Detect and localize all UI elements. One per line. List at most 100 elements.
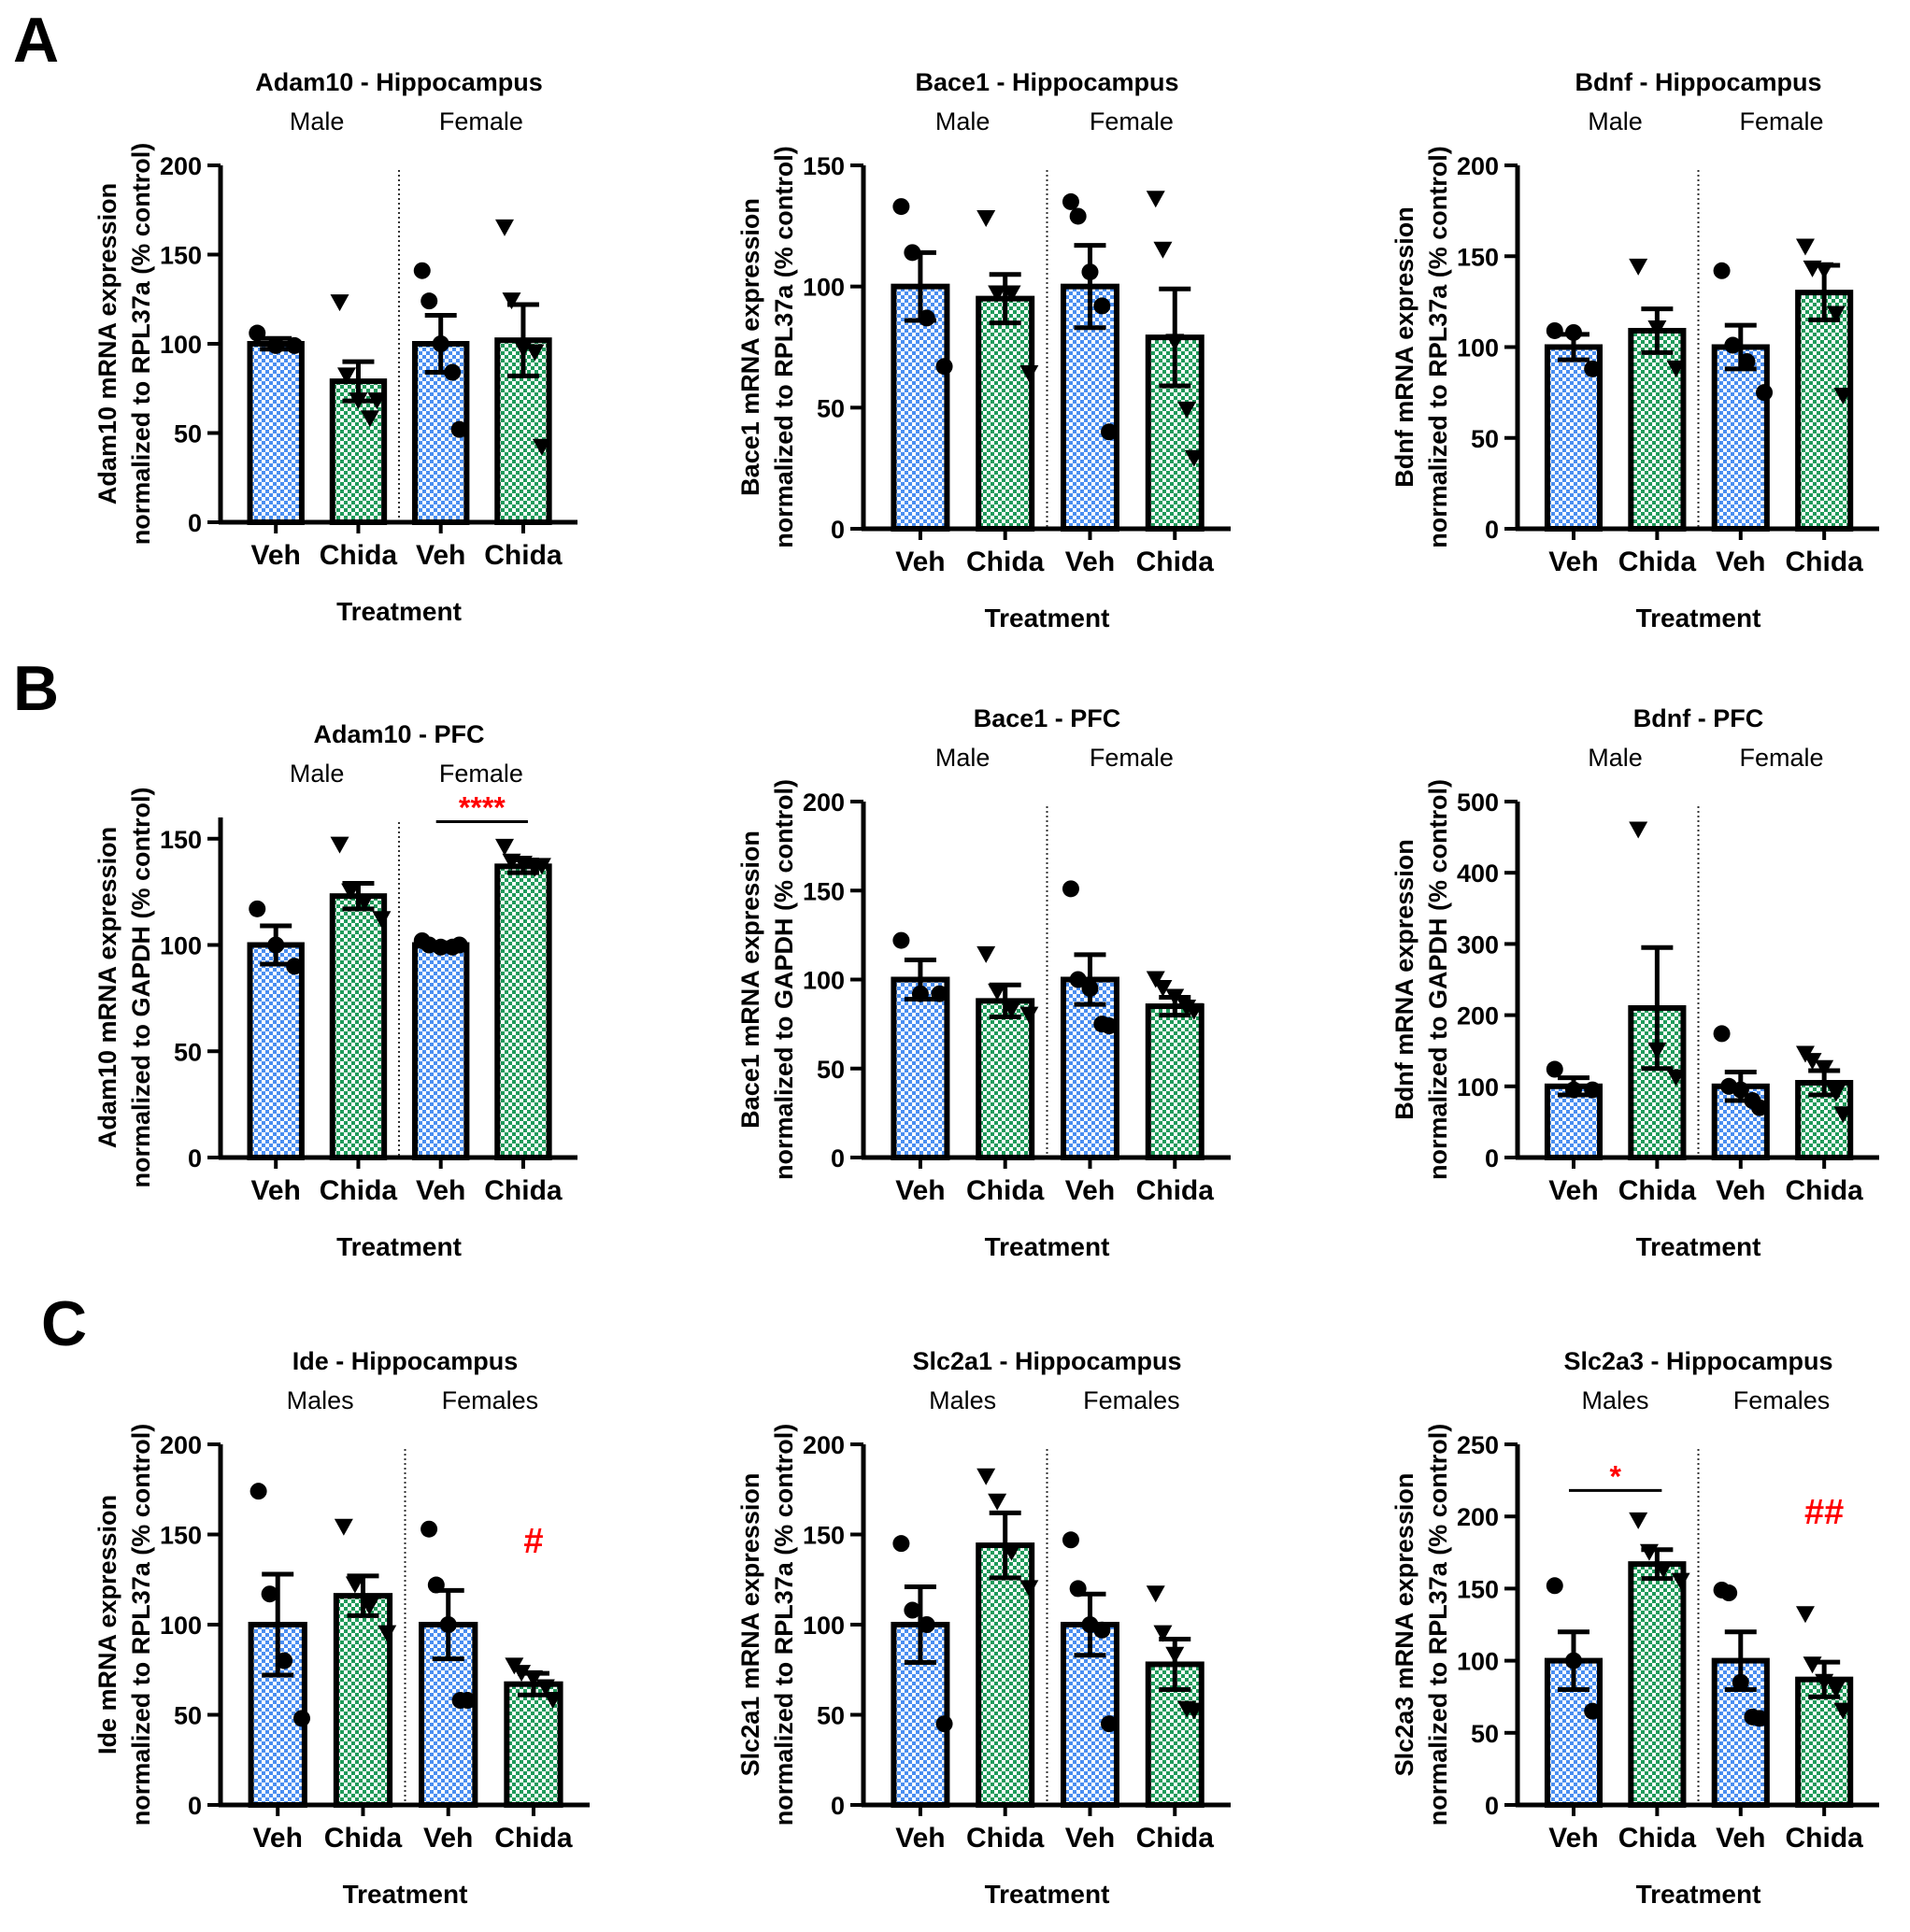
chart-panel: Adam10 - Hippocampus Adam10 mRNA expressi…	[93, 68, 577, 626]
data-point	[976, 1468, 996, 1485]
data-point	[988, 983, 1007, 1001]
group-label: Males	[1581, 1386, 1648, 1414]
y-tick-label: 250	[1457, 1431, 1499, 1459]
data-point	[1815, 262, 1834, 279]
data-point	[1826, 1681, 1846, 1698]
data-point	[1093, 1621, 1111, 1639]
data-point	[450, 420, 468, 438]
data-point	[1002, 285, 1021, 303]
significance-label: *	[1609, 1459, 1621, 1493]
data-point	[1184, 1002, 1204, 1020]
x-tick-label: Chida	[1136, 1175, 1215, 1206]
data-point	[494, 219, 514, 236]
data-point	[1629, 258, 1648, 276]
y-tick-label: 50	[174, 1038, 202, 1066]
data-point	[535, 1679, 555, 1697]
x-tick-label: Chida	[1136, 547, 1215, 577]
group-label: Females	[1733, 1386, 1831, 1414]
data-point	[1654, 1561, 1674, 1579]
data-point	[1062, 880, 1079, 898]
bar	[891, 976, 950, 1160]
chart-panel: Bdnf - Hippocampus Bdnf mRNA expression no…	[1390, 68, 1879, 632]
data-point	[988, 285, 1007, 303]
data-point	[911, 985, 929, 1002]
y-tick-label: 100	[160, 331, 202, 359]
bar	[1795, 290, 1854, 532]
data-point	[1019, 1580, 1039, 1598]
panel-letter-b: B	[13, 653, 59, 724]
chart-panel: Ide - Hippocampus Ide mRNA expression norm…	[93, 1347, 590, 1909]
bar	[247, 942, 305, 1160]
chart-title: Bace1 - PFC	[974, 704, 1121, 732]
data-point	[1019, 1006, 1039, 1024]
data-point	[1713, 262, 1731, 279]
data-point	[892, 1535, 910, 1553]
x-tick-label: Chida	[320, 1175, 398, 1206]
group-label: Males	[287, 1386, 354, 1414]
y-tick-label: 0	[188, 1792, 202, 1820]
data-point	[1184, 1702, 1204, 1720]
x-axis-label: Treatment	[1636, 1880, 1761, 1909]
bar	[976, 998, 1035, 1160]
y-axis-label: normalized to GAPDH (% control)	[1424, 779, 1452, 1180]
data-point	[1153, 241, 1173, 259]
y-tick-label: 200	[160, 152, 202, 180]
data-point	[1069, 1580, 1087, 1598]
data-point	[1756, 384, 1774, 402]
data-point	[1081, 980, 1099, 998]
data-point	[439, 1616, 457, 1633]
y-tick-label: 0	[188, 509, 202, 537]
data-point	[523, 1669, 543, 1687]
data-point	[1184, 449, 1204, 467]
data-point	[1584, 1702, 1602, 1720]
y-axis-label: normalized to GAPDH (% control)	[127, 787, 155, 1187]
data-point	[276, 1652, 293, 1669]
chart-panel: Adam10 - PFC Adam10 mRNA expression normal…	[93, 720, 577, 1261]
data-point	[249, 324, 266, 342]
data-point	[1833, 1702, 1853, 1720]
data-point	[918, 309, 935, 327]
y-tick-label: 150	[160, 826, 202, 854]
bar	[247, 341, 305, 525]
data-point	[502, 292, 521, 310]
data-point	[286, 958, 304, 975]
bar	[1060, 976, 1119, 1160]
data-point	[1153, 1625, 1173, 1642]
y-axis-label: Slc2a1 mRNA expression	[736, 1473, 764, 1777]
y-tick-label: 150	[1457, 243, 1499, 271]
data-point	[360, 410, 379, 428]
group-label: Females	[1083, 1386, 1180, 1414]
data-point	[1647, 320, 1667, 338]
chart-title: Bdnf - Hippocampus	[1575, 68, 1822, 96]
group-label: Female	[1739, 107, 1823, 135]
x-tick-label: Veh	[251, 1175, 301, 1206]
group-label: Male	[290, 760, 345, 788]
data-point	[1732, 1081, 1749, 1099]
data-point	[1639, 1543, 1659, 1561]
data-point	[1833, 388, 1853, 405]
y-tick-label: 200	[1457, 152, 1499, 180]
chart-panels: Adam10 - Hippocampus Adam10 mRNA expressi…	[93, 68, 1879, 1909]
data-point	[1826, 305, 1846, 323]
group-label: Male	[1588, 107, 1643, 135]
data-point	[512, 1665, 532, 1683]
data-point	[1666, 360, 1686, 377]
bar	[329, 893, 388, 1160]
data-point	[532, 438, 551, 456]
x-tick-label: Chida	[966, 1175, 1045, 1206]
y-axis-label: Adam10 mRNA expression	[93, 827, 121, 1148]
data-point	[334, 1518, 353, 1536]
data-point	[459, 1692, 477, 1710]
data-point	[1546, 321, 1563, 339]
data-point	[432, 938, 449, 956]
x-tick-label: Veh	[251, 540, 301, 571]
chart-title: Adam10 - Hippocampus	[255, 68, 543, 96]
x-tick-label: Veh	[253, 1823, 303, 1854]
y-tick-label: 200	[803, 788, 845, 817]
x-tick-label: Chida	[320, 540, 398, 571]
chart-title: Adam10 - PFC	[313, 720, 484, 748]
data-point	[1165, 1646, 1185, 1664]
data-point	[1584, 360, 1602, 377]
data-point	[372, 911, 392, 929]
chart-title: Slc2a3 - Hippocampus	[1563, 1347, 1832, 1375]
